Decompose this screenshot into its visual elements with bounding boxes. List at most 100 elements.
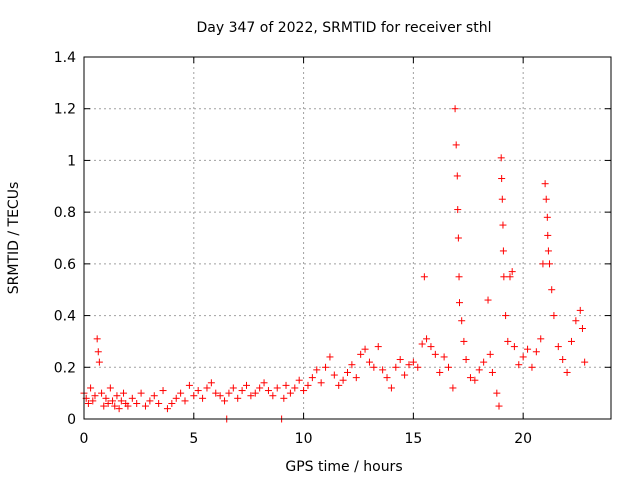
data-point	[216, 392, 224, 400]
data-point	[544, 231, 552, 239]
data-point	[128, 394, 136, 402]
data-point	[392, 363, 400, 371]
data-point	[539, 260, 547, 268]
plot-frame	[83, 56, 612, 420]
data-point	[396, 356, 404, 364]
x-axis-label: GPS time / hours	[285, 459, 402, 475]
data-point	[508, 268, 516, 276]
data-point	[488, 368, 496, 376]
data-point	[576, 306, 584, 314]
data-point	[177, 389, 185, 397]
data-point	[493, 389, 501, 397]
data-point	[87, 384, 95, 392]
data-point	[330, 371, 338, 379]
x-tick-label: 5	[189, 431, 198, 447]
x-tick-label: 0	[80, 431, 89, 447]
data-point	[168, 399, 176, 407]
data-point	[498, 175, 506, 183]
data-point	[93, 335, 101, 343]
data-point	[269, 392, 277, 400]
data-point	[379, 366, 387, 374]
data-point	[251, 389, 259, 397]
data-point	[471, 376, 479, 384]
data-point	[212, 389, 220, 397]
ticks-layer	[83, 56, 611, 420]
data-point	[339, 376, 347, 384]
data-point	[264, 387, 272, 395]
labels-layer: 0 0.2 0.4 0.6 0.8 1 1.2 1.4 0 5 10 15 20	[54, 50, 532, 447]
data-point	[104, 399, 112, 407]
data-point	[528, 363, 536, 371]
data-point	[280, 394, 288, 402]
data-point	[475, 366, 483, 374]
data-point	[291, 384, 299, 392]
x-tick-label: 15	[404, 431, 422, 447]
data-point	[124, 402, 132, 410]
data-point	[563, 368, 571, 376]
data-point	[295, 376, 303, 384]
data-point	[440, 353, 448, 361]
data-point	[115, 405, 123, 413]
data-point	[499, 221, 507, 229]
data-point	[207, 379, 215, 387]
data-point	[537, 335, 545, 343]
y-tick-label: 1.4	[54, 50, 76, 66]
data-point	[300, 387, 308, 395]
data-point	[498, 195, 506, 203]
data-point	[361, 345, 369, 353]
data-point	[98, 389, 106, 397]
data-point	[89, 397, 97, 405]
data-point	[120, 389, 128, 397]
data-point	[519, 353, 527, 361]
data-point	[454, 234, 462, 242]
data-point	[229, 384, 237, 392]
data-point	[506, 273, 514, 281]
data-point	[95, 358, 103, 366]
data-point	[357, 350, 365, 358]
data-point	[260, 379, 268, 387]
data-point	[370, 363, 378, 371]
data-point	[221, 397, 229, 405]
data-point	[502, 312, 510, 320]
data-point	[500, 273, 508, 281]
data-point	[495, 402, 503, 410]
data-point	[455, 299, 463, 307]
y-tick-label: 0	[67, 412, 76, 428]
data-point	[418, 340, 426, 348]
data-point	[194, 387, 202, 395]
data-point	[199, 394, 207, 402]
data-point	[322, 363, 330, 371]
data-point	[344, 368, 351, 376]
data-point	[544, 247, 552, 255]
data-point	[431, 350, 439, 358]
data-point	[401, 371, 409, 379]
data-point	[497, 154, 505, 162]
data-point	[409, 358, 417, 366]
data-point	[190, 392, 198, 400]
points-layer	[80, 105, 589, 423]
data-point	[84, 399, 92, 407]
data-point	[100, 402, 108, 410]
data-point	[273, 384, 281, 392]
data-point	[451, 105, 459, 113]
chart-title: Day 347 of 2022, SRMTID for receiver sth…	[197, 20, 492, 36]
data-point	[554, 343, 562, 351]
data-point	[454, 206, 462, 214]
data-point	[420, 273, 428, 281]
data-point	[91, 392, 99, 400]
data-point	[484, 296, 492, 304]
y-axis-label: SRMTID / TECUs	[6, 182, 22, 295]
y-tick-label: 1	[67, 153, 76, 169]
data-point	[141, 402, 149, 410]
data-point	[256, 384, 264, 392]
data-point	[383, 374, 391, 382]
data-point	[317, 379, 325, 387]
data-point	[572, 317, 580, 325]
data-point	[453, 172, 461, 180]
data-point	[581, 358, 589, 366]
data-point	[113, 392, 121, 400]
data-point	[578, 325, 586, 332]
data-point	[423, 335, 431, 343]
data-point	[452, 141, 460, 149]
data-point	[308, 374, 316, 382]
